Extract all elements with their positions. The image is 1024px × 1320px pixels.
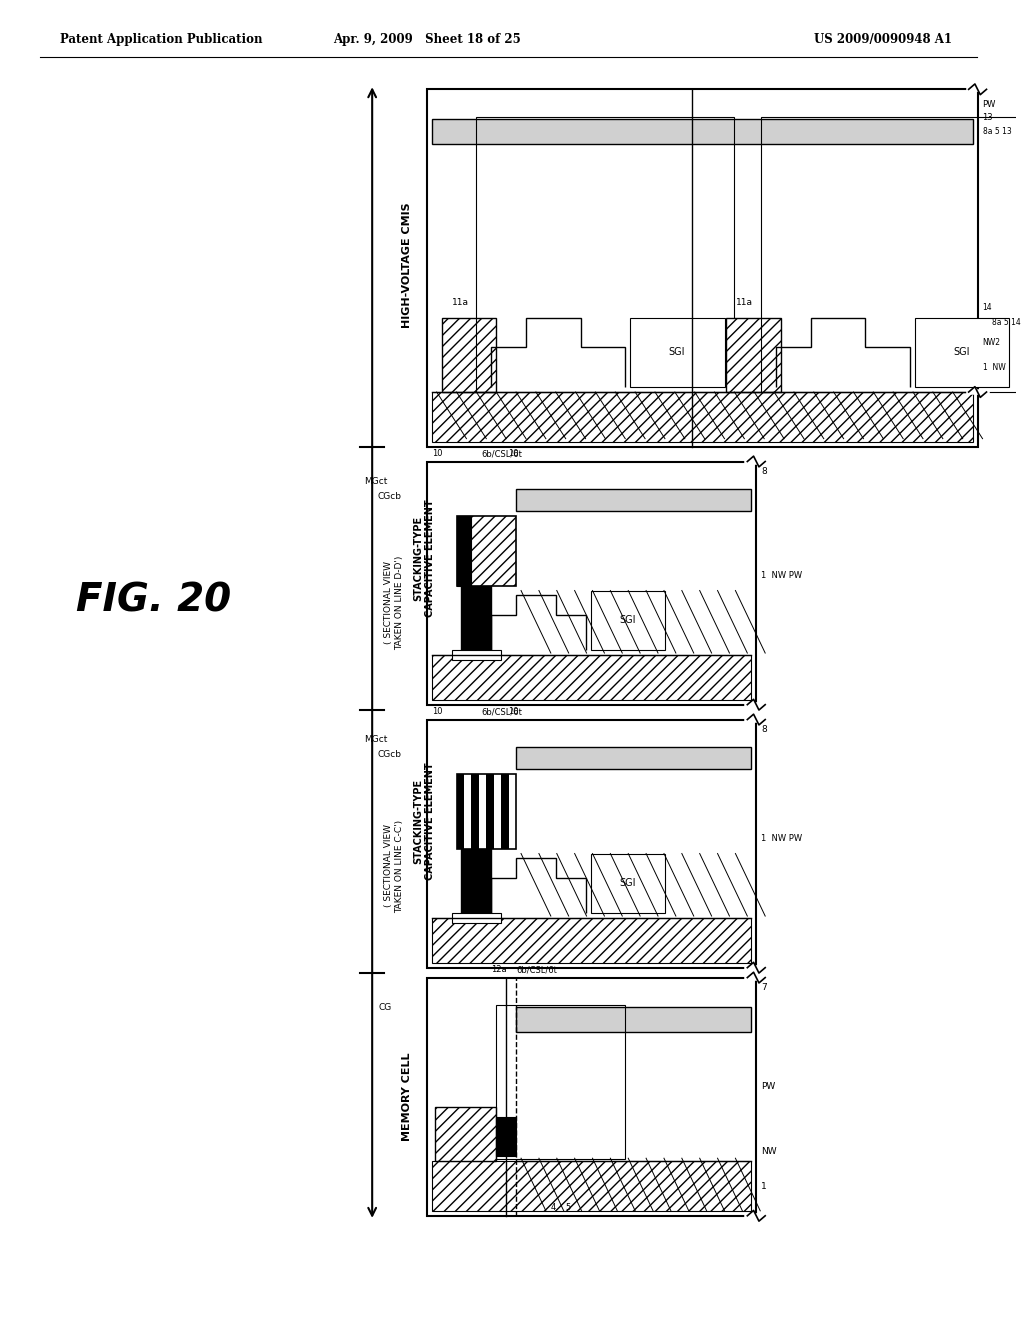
Bar bbox=[476, 117, 734, 392]
Bar bbox=[432, 917, 752, 962]
Text: SGI: SGI bbox=[669, 347, 685, 358]
Text: NW2: NW2 bbox=[983, 338, 1000, 347]
Bar bbox=[441, 318, 497, 392]
Bar bbox=[726, 318, 781, 392]
Text: 7: 7 bbox=[761, 983, 767, 993]
Bar bbox=[432, 1162, 752, 1210]
Text: MEMORY CELL: MEMORY CELL bbox=[401, 1052, 412, 1140]
Bar bbox=[497, 1006, 626, 1159]
Text: PW: PW bbox=[761, 1082, 775, 1092]
Text: ( SECTIONAL VIEW
TAKEN ON LINE C-C'): ( SECTIONAL VIEW TAKEN ON LINE C-C') bbox=[384, 820, 403, 912]
Text: STACKING-TYPE
CAPACITIVE ELEMENT: STACKING-TYPE CAPACITIVE ELEMENT bbox=[413, 499, 434, 616]
Bar bbox=[915, 318, 1010, 387]
Bar bbox=[435, 1106, 497, 1162]
Text: US 2009/0090948 A1: US 2009/0090948 A1 bbox=[814, 33, 952, 46]
Text: 1  NW PW: 1 NW PW bbox=[761, 834, 803, 843]
Text: 10: 10 bbox=[432, 449, 442, 458]
Text: ( SECTIONAL VIEW
TAKEN ON LINE D-D'): ( SECTIONAL VIEW TAKEN ON LINE D-D') bbox=[384, 556, 403, 651]
Text: 6b/CSL/6t: 6b/CSL/6t bbox=[481, 449, 522, 458]
Bar bbox=[432, 392, 973, 442]
Bar bbox=[497, 1117, 516, 1156]
Bar bbox=[452, 913, 501, 923]
Bar bbox=[457, 774, 516, 849]
Bar bbox=[516, 490, 752, 511]
Bar bbox=[516, 1007, 752, 1032]
Text: 11a: 11a bbox=[452, 298, 469, 308]
Text: MGct: MGct bbox=[364, 735, 387, 744]
Text: 8a 5 14: 8a 5 14 bbox=[992, 318, 1021, 327]
Text: 10: 10 bbox=[508, 449, 518, 458]
Text: 10: 10 bbox=[508, 708, 518, 717]
Text: MGct: MGct bbox=[364, 477, 387, 486]
Bar bbox=[432, 119, 973, 144]
Bar bbox=[462, 849, 492, 917]
Text: 8: 8 bbox=[761, 467, 767, 477]
Bar bbox=[761, 117, 1019, 392]
Text: 12a: 12a bbox=[492, 965, 507, 974]
Text: 6b/CSL/6t: 6b/CSL/6t bbox=[481, 708, 522, 717]
Bar bbox=[486, 774, 494, 849]
Bar bbox=[427, 90, 978, 446]
Text: 8a 5 13: 8a 5 13 bbox=[983, 127, 1012, 136]
Text: 4: 4 bbox=[551, 1204, 556, 1212]
Bar bbox=[457, 774, 464, 849]
Text: CGcb: CGcb bbox=[378, 492, 402, 500]
Bar bbox=[591, 854, 665, 913]
Bar bbox=[457, 516, 516, 586]
Bar bbox=[501, 774, 509, 849]
Text: 1: 1 bbox=[761, 1181, 767, 1191]
Text: 11a: 11a bbox=[736, 298, 754, 308]
Text: SGI: SGI bbox=[618, 615, 636, 626]
Text: CG: CG bbox=[379, 1003, 392, 1012]
Text: SGI: SGI bbox=[618, 878, 636, 888]
Text: Apr. 9, 2009   Sheet 18 of 25: Apr. 9, 2009 Sheet 18 of 25 bbox=[333, 33, 520, 46]
Bar bbox=[432, 655, 752, 700]
Text: 8: 8 bbox=[761, 725, 767, 734]
Bar bbox=[427, 978, 757, 1216]
Text: FIG. 20: FIG. 20 bbox=[76, 581, 231, 619]
Bar bbox=[630, 318, 725, 387]
Text: 1  NW: 1 NW bbox=[983, 363, 1006, 372]
Text: 14: 14 bbox=[983, 304, 992, 312]
Text: STACKING-TYPE
CAPACITIVE ELEMENT: STACKING-TYPE CAPACITIVE ELEMENT bbox=[413, 763, 434, 880]
Bar bbox=[427, 719, 757, 968]
Bar bbox=[462, 586, 492, 655]
Text: HIGH-VOLTAGE CMIS: HIGH-VOLTAGE CMIS bbox=[401, 203, 412, 329]
Bar bbox=[471, 774, 479, 849]
Bar bbox=[457, 516, 471, 586]
Text: NW: NW bbox=[761, 1147, 777, 1156]
Text: Patent Application Publication: Patent Application Publication bbox=[59, 33, 262, 46]
Text: CGcb: CGcb bbox=[378, 750, 402, 759]
Bar bbox=[516, 747, 752, 770]
Text: 1  NW PW: 1 NW PW bbox=[761, 572, 803, 579]
Text: 5: 5 bbox=[565, 1204, 571, 1212]
Bar bbox=[427, 462, 757, 705]
Text: 13: 13 bbox=[983, 112, 993, 121]
Bar bbox=[591, 590, 665, 649]
Text: 6b/CSL/6t: 6b/CSL/6t bbox=[516, 965, 557, 974]
Text: 10: 10 bbox=[432, 708, 442, 717]
Text: SGI: SGI bbox=[953, 347, 970, 358]
Bar bbox=[452, 649, 501, 660]
Text: PW: PW bbox=[983, 100, 996, 108]
